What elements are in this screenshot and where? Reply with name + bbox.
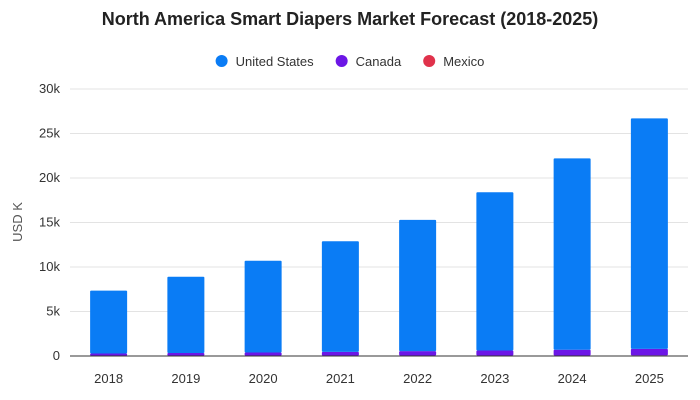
y-tick-label-25k: 25k (39, 126, 60, 141)
bar-canada-2018 (90, 353, 128, 356)
gridlines (70, 88, 688, 312)
x-tick-label-2025: 2025 (635, 371, 664, 386)
bar-united-states-2018 (90, 290, 128, 354)
y-tick-label-20k: 20k (39, 170, 60, 185)
x-tick-label-2023: 2023 (480, 371, 509, 386)
bar-united-states-2024 (553, 158, 591, 350)
x-axis-ticks: 2018 2019 2020 2021 2022 2023 2024 2025 (94, 371, 664, 386)
x-tick-label-2022: 2022 (403, 371, 432, 386)
legend-marker-canada (335, 55, 348, 67)
y-axis-label: USD K (10, 202, 25, 242)
bar-canada-2019 (167, 353, 205, 356)
chart-title: North America Smart Diapers Market Forec… (102, 9, 599, 29)
bar-canada-2021 (321, 351, 359, 356)
x-tick-label-2024: 2024 (558, 371, 587, 386)
legend-marker-united-states (215, 55, 228, 67)
bar-canada-2022 (399, 351, 437, 356)
legend: United States Canada Mexico (215, 54, 484, 69)
bar-canada-2023 (476, 350, 514, 356)
bar-canada-2025 (630, 348, 668, 356)
x-tick-label-2018: 2018 (94, 371, 123, 386)
bar-united-states-2019 (167, 276, 205, 354)
legend-label-canada: Canada (356, 54, 402, 69)
bars (90, 118, 668, 356)
y-axis-ticks: 0 5k 10k 15k 20k 25k 30k (39, 81, 60, 363)
legend-label-mexico: Mexico (443, 54, 484, 69)
legend-marker-mexico (423, 55, 436, 67)
x-tick-label-2021: 2021 (326, 371, 355, 386)
bar-united-states-2021 (321, 241, 359, 352)
bar-united-states-2025 (630, 118, 668, 349)
bar-united-states-2023 (476, 192, 514, 351)
y-tick-label-15k: 15k (39, 215, 60, 230)
x-tick-label-2020: 2020 (249, 371, 278, 386)
bar-united-states-2020 (244, 260, 282, 353)
y-tick-label-10k: 10k (39, 259, 60, 274)
y-tick-label-5k: 5k (46, 304, 60, 319)
bar-canada-2024 (553, 349, 591, 356)
legend-label-united-states: United States (236, 54, 315, 69)
bar-united-states-2022 (399, 219, 437, 352)
x-tick-label-2019: 2019 (171, 371, 200, 386)
y-tick-label-30k: 30k (39, 81, 60, 96)
y-tick-label-0: 0 (53, 348, 60, 363)
bar-canada-2020 (244, 352, 282, 356)
